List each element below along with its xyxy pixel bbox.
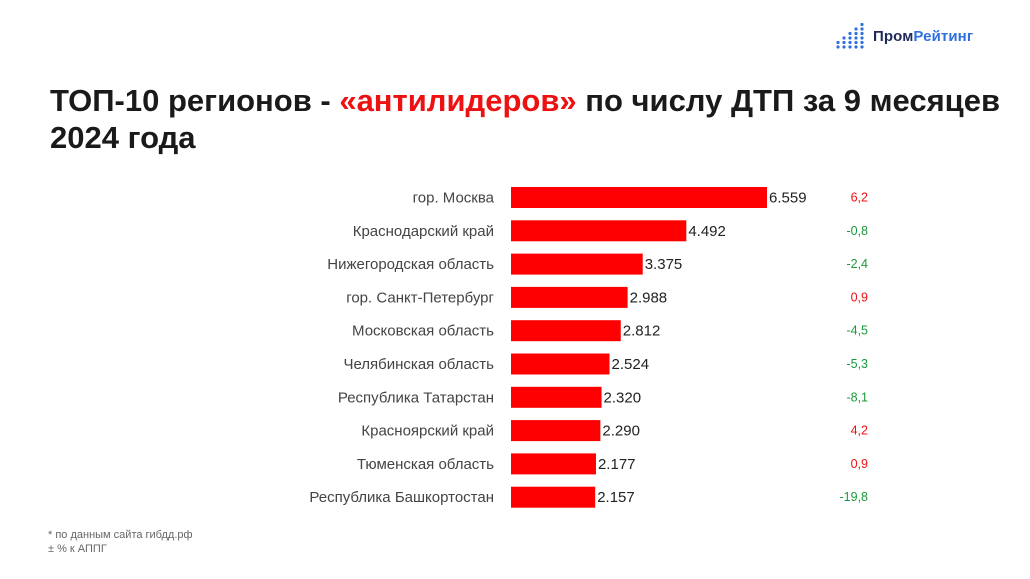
bar xyxy=(511,453,596,475)
category-label: гор. Москва xyxy=(413,190,495,207)
category-label: Нижегородская область xyxy=(327,256,494,273)
change-label: -4,5 xyxy=(846,324,868,338)
footnote: * по данным сайта гибдд.рф ± % к АППГ xyxy=(48,528,193,556)
bar xyxy=(511,320,621,342)
footnote-source: * по данным сайта гибдд.рф xyxy=(48,529,193,541)
bar xyxy=(511,253,643,275)
category-label: Краснодарский край xyxy=(353,223,494,240)
bar xyxy=(511,386,602,408)
brand-logo: ПромРейтинг xyxy=(835,22,973,50)
category-label: Тюменская область xyxy=(357,456,494,473)
category-label: Республика Татарстан xyxy=(338,389,494,406)
bar xyxy=(511,353,610,375)
change-label: -19,8 xyxy=(840,490,869,504)
title-accent: «антилидеров» xyxy=(339,83,577,118)
title-part1: ТОП-10 регионов - xyxy=(50,83,340,118)
brand-name: ПромРейтинг xyxy=(873,27,974,45)
value-label: 2.524 xyxy=(612,356,650,373)
category-label: Красноярский край xyxy=(361,423,494,440)
change-label: -0,8 xyxy=(846,224,868,238)
change-label: 4,2 xyxy=(851,424,868,438)
bar xyxy=(511,420,601,442)
page-title: ТОП-10 регионов - «антилидеров» по числу… xyxy=(50,82,1010,156)
value-label: 4.492 xyxy=(688,223,726,240)
value-label: 2.157 xyxy=(597,489,635,506)
footnote-legend: ± % к АППГ xyxy=(48,543,107,555)
value-label: 2.988 xyxy=(630,289,668,306)
value-label: 6.559 xyxy=(769,190,807,207)
change-label: 0,9 xyxy=(851,457,868,471)
value-label: 3.375 xyxy=(645,256,683,273)
bar xyxy=(511,486,596,508)
category-label: Республика Башкортостан xyxy=(309,489,494,506)
bar xyxy=(511,286,628,308)
value-label: 2.177 xyxy=(598,456,636,473)
bar xyxy=(511,220,687,242)
change-label: 0,9 xyxy=(851,290,868,304)
change-label: 6,2 xyxy=(851,191,868,205)
category-label: гор. Санкт-Петербург xyxy=(346,289,494,306)
change-label: -5,3 xyxy=(846,357,868,371)
value-label: 2.290 xyxy=(602,423,640,440)
change-label: -8,1 xyxy=(846,390,868,404)
bar-chart-logo-icon xyxy=(836,22,864,49)
change-label: -2,4 xyxy=(846,257,868,271)
bar xyxy=(511,187,767,208)
value-label: 2.320 xyxy=(604,389,642,406)
title-part2: по числу ДТП за 9 месяцев 2024 года xyxy=(50,83,1001,155)
category-label: Московская область xyxy=(352,323,494,340)
category-label: Челябинская область xyxy=(343,356,494,373)
value-label: 2.812 xyxy=(623,323,661,340)
